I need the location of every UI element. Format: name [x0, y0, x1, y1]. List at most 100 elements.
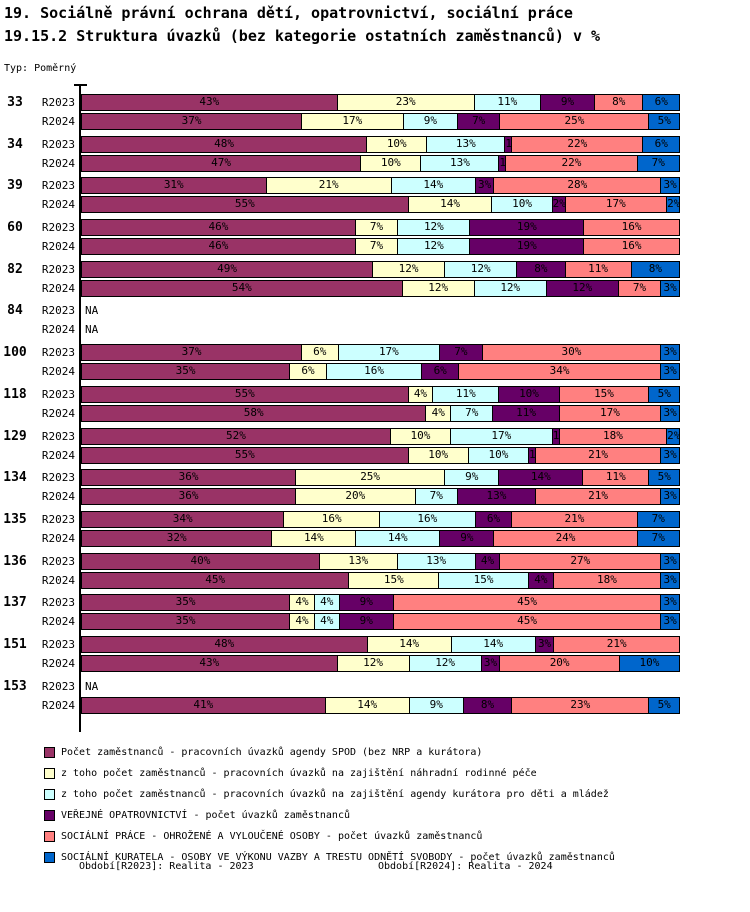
bar-segment: 32%: [82, 530, 273, 546]
bar-segment: 19%: [470, 220, 585, 236]
bar-segment: 3%: [481, 655, 501, 671]
stacked-bar: 36% 20% 7% 13% 21% 3%: [81, 488, 680, 506]
period-label: R2023: [41, 679, 75, 693]
period-label: R2023: [41, 387, 75, 401]
bar-segment: 22%: [512, 136, 644, 152]
stacked-bar: 43% 23% 11% 9% 8% 6%: [81, 94, 680, 111]
bar-segment: 36%: [82, 470, 297, 486]
period-label: R2023: [41, 429, 75, 443]
bar-segment: 13%: [397, 553, 476, 569]
bar-segment: 25%: [500, 114, 650, 129]
bar-segment: 4%: [290, 614, 315, 630]
bar-segment: 10%: [361, 155, 422, 171]
bar-segment: 27%: [500, 553, 662, 569]
bar-segment: 14%: [356, 530, 441, 546]
period-label: R2023: [41, 471, 75, 485]
bar-row-153-R2023: R2023 NA: [0, 678, 750, 695]
legend-swatch: [44, 768, 55, 779]
period-label: R2023: [41, 221, 75, 235]
stacked-bar: 40% 13% 13% 4% 27% 3%: [81, 552, 680, 570]
period-label: R2024: [41, 573, 75, 587]
bar-segment: 43%: [82, 655, 338, 671]
period-label: R2024: [41, 615, 75, 629]
legend-label: z toho počet zaměstnanců - pracovních úv…: [61, 789, 609, 800]
bar-segment: 3%: [661, 489, 679, 505]
bar-segment: 20%: [500, 655, 620, 671]
bar-segment: 28%: [494, 178, 662, 194]
bar-segment: 3%: [661, 614, 680, 630]
bar-segment: 55%: [82, 197, 409, 213]
bar-segment: 13%: [457, 489, 536, 505]
chart-title-line2: 19.15.2 Struktura úvazků (bez kategorie …: [4, 27, 601, 45]
bar-group-136: 136 R2023 40% 13% 13% 4% 27% 3% R2024 45% 15% 15% 4%…: [0, 552, 750, 589]
bar-group-134: 134 R2023 36% 25% 9% 14% 11% 5% R2024 36% 20% 7% 13%…: [0, 469, 750, 506]
bar-group-84: 84 R2023 NA R2024 NA: [0, 302, 750, 338]
stacked-bar: 31% 21% 14% 3% 28% 3%: [81, 177, 680, 195]
bar-segment: 8%: [463, 697, 513, 713]
stacked-bar: 41% 14% 9% 8% 23% 5%: [81, 696, 680, 714]
bar-row-151-R2023: R2023 48% 14% 14% 3% 21%: [0, 635, 750, 653]
bar-segment: 11%: [433, 386, 500, 402]
bar-row-118-R2024: R2024 58% 4% 7% 11% 17% 3%: [0, 404, 750, 422]
stacked-bar: 55%14%10%2%17%2%: [81, 196, 680, 214]
bar-group-153: 153 R2023 NA R2024 41% 14% 9% 8% 23% 5%: [0, 678, 750, 714]
bar-segment: 9%: [403, 114, 458, 129]
bar-group-151: 151 R2023 48% 14% 14% 3% 21% R2024 43% 12% 12% 3% 20…: [0, 635, 750, 672]
bar-segment: 34%: [458, 364, 662, 380]
stacked-bar: 36% 25% 9% 14% 11% 5%: [81, 469, 680, 487]
period-label: R2024: [41, 198, 75, 212]
legend-item-5: SOCIÁLNÍ PRÁCE - OHROŽENÉ A VYLOUČENÉ OS…: [44, 826, 615, 847]
bar-row-60-R2024: R2024 46% 7% 12% 19% 16%: [0, 238, 750, 256]
bar-segment: 19%: [470, 239, 585, 255]
bar-row-100-R2024: R2024 35% 6% 16% 6% 34% 3%: [0, 363, 750, 381]
bar-segment: 13%: [319, 553, 398, 569]
bar-segment: 4%: [314, 614, 340, 630]
bar-segment: 45%: [393, 595, 662, 611]
period-label: R2024: [41, 240, 75, 254]
bar-segment: 30%: [482, 345, 662, 361]
bar-segment: 23%: [337, 95, 475, 110]
bar-row-135-R2024: R2024 32% 14% 14% 9% 24% 7%: [0, 529, 750, 547]
category-label: 129: [3, 428, 27, 444]
bar-segment: 47%: [82, 155, 362, 171]
bar-segment: 7%: [451, 405, 494, 421]
bar-segment: 12%: [373, 261, 446, 277]
bar-segment: 5%: [649, 386, 679, 402]
bar-segment: 11%: [565, 261, 632, 277]
period-note-r2024: Období[R2024]: Realita - 2024: [378, 861, 553, 872]
bar-segment: 1%: [529, 447, 536, 463]
bar-row-134-R2024: R2024 36% 20% 7% 13% 21% 3%: [0, 488, 750, 506]
bar-segment: 34%: [82, 511, 285, 527]
bar-segment: 21%: [535, 489, 662, 505]
stacked-bar: 43% 12% 12% 3% 20% 10%: [81, 654, 680, 672]
legend-item-4: VEŘEJNÉ OPATROVNICTVÍ - počet úvazků zam…: [44, 805, 615, 826]
legend-item-3: z toho počet zaměstnanců - pracovních úv…: [44, 784, 615, 805]
bar-segment: 21%: [512, 511, 638, 527]
bar-segment: 55%: [82, 447, 409, 463]
period-label: R2023: [41, 262, 75, 276]
bar-segment: 3%: [661, 364, 679, 380]
legend-item-6: SOCIÁLNÍ KURATELA - OSOBY VE VÝKONU VAZB…: [44, 847, 615, 868]
period-label: R2024: [41, 531, 75, 545]
period-label: R2023: [41, 304, 75, 318]
bar-segment: 14%: [391, 178, 476, 194]
bar-row-82-R2023: R2023 49% 12% 12% 8% 11% 8%: [0, 260, 750, 278]
bar-segment: 3%: [661, 553, 679, 569]
stacked-bar: 46% 7% 12% 19% 16%: [81, 219, 680, 237]
chart-title-line1: 19. Sociálně právní ochrana dětí, opatro…: [4, 4, 573, 22]
category-label: 84: [7, 303, 23, 319]
bar-segment: 7%: [618, 280, 662, 296]
bar-segment: 3%: [661, 280, 680, 296]
bar-row-118-R2023: R2023 55% 4% 11% 10% 15% 5%: [0, 385, 750, 403]
bar-group-100: 100 R2023 37% 6% 17% 7% 30% 3% R2024 35% 6% 16% 6% 34…: [0, 344, 750, 381]
category-label: 153: [3, 678, 27, 694]
period-label: R2024: [41, 323, 75, 337]
period-label: R2024: [41, 656, 75, 670]
bar-group-60: 60 R2023 46% 7% 12% 19% 16% R2024 46% 7% 12% 19% 16%: [0, 219, 750, 256]
stacked-bar: 54% 12% 12% 12% 7% 3%: [81, 279, 680, 297]
bar-segment: 35%: [82, 364, 291, 380]
bar-segment: 12%: [402, 280, 475, 296]
bar-segment: 9%: [339, 595, 394, 611]
period-label: R2024: [41, 698, 75, 712]
